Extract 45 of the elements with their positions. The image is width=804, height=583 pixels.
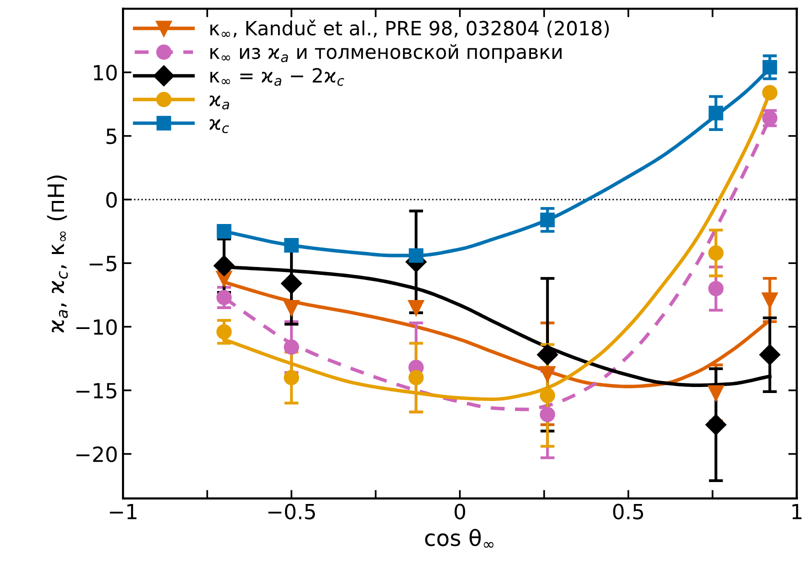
point <box>216 324 232 340</box>
point <box>284 370 300 386</box>
point <box>408 248 424 263</box>
y-axis-title: ϰ$_{a}$, ϰ$_{c}$, κ$_{∞}$ (пН) <box>47 176 68 332</box>
y-tick-label: 10 <box>94 64 117 81</box>
point <box>708 106 724 120</box>
point <box>281 273 302 294</box>
y-tick-label: −20 <box>76 446 117 462</box>
x-tick-label: −1 <box>110 504 136 520</box>
x-tick-label: 1 <box>792 504 802 520</box>
x-tick-label: 0.5 <box>613 504 644 520</box>
point <box>216 290 232 306</box>
point <box>708 245 724 261</box>
point <box>540 388 556 404</box>
x-tick-label: −0.5 <box>268 504 315 520</box>
point <box>762 292 778 308</box>
legend-label: κ$_{∞}$ из ϰ$_{a}$ и толменовской поправки <box>210 44 562 63</box>
legend-label: κ$_{∞}$, Kanduč et al., PRE 98, 032804 (2018) <box>210 20 609 38</box>
point <box>408 300 424 316</box>
point <box>540 366 556 382</box>
point <box>706 414 726 435</box>
y-tick-label: 0 <box>106 192 117 208</box>
legend-label: ϰ$_{a}$ <box>210 95 230 110</box>
x-tick-label: 0 <box>454 504 466 520</box>
point <box>537 344 558 365</box>
point <box>540 212 555 228</box>
y-tick-label: −15 <box>76 383 116 399</box>
point <box>708 280 724 296</box>
y-tick-label: −10 <box>76 319 117 335</box>
point <box>214 255 234 276</box>
y-tick-label: 5 <box>106 128 116 144</box>
point <box>284 238 299 253</box>
legend-label: κ$_{∞}$ = ϰ$_{a}$ − 2ϰ$_{c}$ <box>210 68 344 86</box>
point <box>284 300 300 316</box>
point <box>540 406 556 422</box>
point <box>708 385 724 401</box>
point <box>408 370 424 386</box>
point <box>760 344 780 365</box>
y-tick-label: −5 <box>90 256 116 272</box>
point <box>762 85 778 100</box>
point <box>284 339 300 355</box>
point <box>216 224 232 239</box>
legend-label: ϰ$_{c}$ <box>210 119 229 134</box>
point <box>762 60 778 75</box>
x-axis-title: cos θ$_{∞}$ <box>425 528 494 548</box>
